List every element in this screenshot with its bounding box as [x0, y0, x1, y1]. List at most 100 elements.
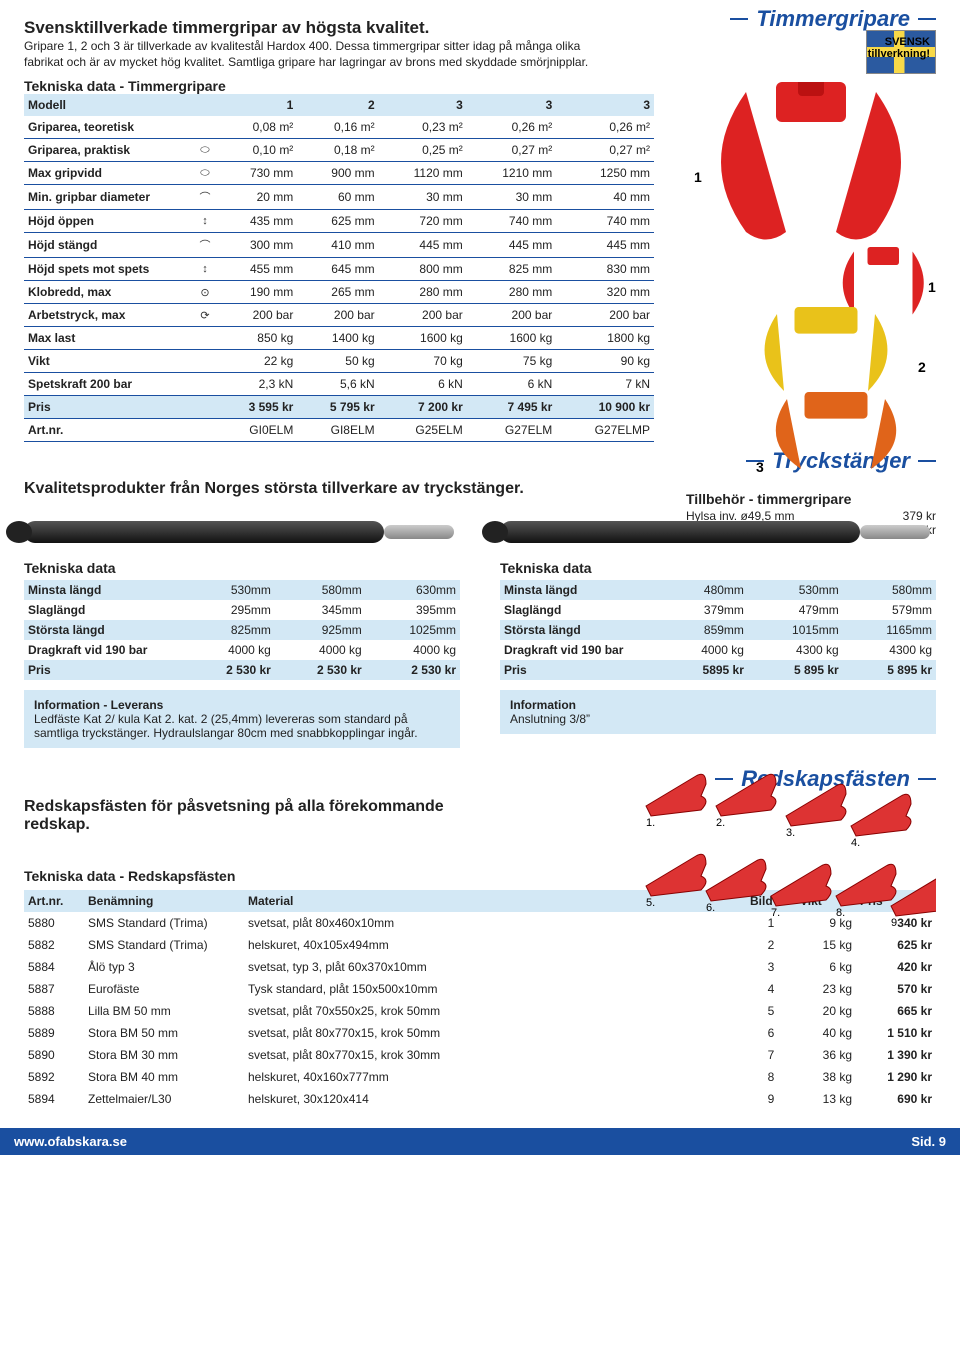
- ts-cell: 859mm: [660, 620, 748, 640]
- ts-row-label: Största längd: [24, 620, 184, 640]
- tg-cell: 5 795 kr: [297, 396, 378, 419]
- ts-cell: 825mm: [184, 620, 275, 640]
- page-footer: www.ofabskara.se Sid. 9: [0, 1128, 960, 1155]
- rf-cell: 5890: [24, 1044, 84, 1066]
- tg-row-label: Griparea, teoretisk: [24, 116, 194, 139]
- tg-row: Max last850 kg1400 kg1600 kg1600 kg1800 …: [24, 327, 654, 350]
- tg-cell: 7 495 kr: [467, 396, 557, 419]
- timmergripare-table: Modell 12333 Griparea, teoretisk0,08 m²0…: [24, 94, 654, 442]
- rf-cell: 5889: [24, 1022, 84, 1044]
- tg-row-icon: [194, 419, 216, 442]
- ts-row: Dragkraft vid 190 bar4000 kg4000 kg4000 …: [24, 640, 460, 660]
- svg-text:1: 1: [694, 169, 702, 185]
- tg-cell: 320 mm: [556, 281, 654, 304]
- tg-cell: 6 kN: [467, 373, 557, 396]
- tg-row-icon: [194, 327, 216, 350]
- tg-cell: 0,27 m²: [556, 139, 654, 162]
- tg-cell: 0,25 m²: [379, 139, 467, 162]
- rf-cell: 9: [746, 1088, 796, 1110]
- svg-text:8.: 8.: [836, 907, 845, 919]
- rf-cell: 20 kg: [796, 1000, 856, 1022]
- rf-cell: 5892: [24, 1066, 84, 1088]
- tg-cell: G27ELMP: [556, 419, 654, 442]
- rf-cell: 5887: [24, 978, 84, 1000]
- rf-cell: 4: [746, 978, 796, 1000]
- ts-cell: 4000 kg: [366, 640, 460, 660]
- svg-text:1.: 1.: [646, 817, 655, 829]
- ts-row: Största längd859mm1015mm1165mm: [500, 620, 936, 640]
- rf-illustration: 1.2.3.4.5.6.7.8.9.: [636, 756, 936, 926]
- ts-row: Dragkraft vid 190 bar4000 kg4300 kg4300 …: [500, 640, 936, 660]
- rf-cell: 1 290 kr: [856, 1066, 936, 1088]
- tg-cell: 190 mm: [216, 281, 297, 304]
- svg-text:5.: 5.: [646, 897, 655, 909]
- rf-cell: Lilla BM 50 mm: [84, 1000, 244, 1022]
- model-col: 3: [467, 94, 557, 116]
- ts-cell: 345mm: [275, 600, 366, 620]
- ts-cell: 4000 kg: [275, 640, 366, 660]
- ts-cell: 579mm: [843, 600, 936, 620]
- rf-cell: 690 kr: [856, 1088, 936, 1110]
- tg-row-icon: ⊙: [194, 281, 216, 304]
- svg-text:3: 3: [756, 459, 764, 475]
- tg-row-label: Arbetstryck, max: [24, 304, 194, 327]
- tg-cell: 445 mm: [379, 233, 467, 258]
- ts-cell: 925mm: [275, 620, 366, 640]
- rf-cell: 23 kg: [796, 978, 856, 1000]
- rf-cell: helskuret, 30x120x414: [244, 1088, 746, 1110]
- tg-cell: 0,10 m²: [216, 139, 297, 162]
- ts-left-infobox: Information - Leverans Ledfäste Kat 2/ k…: [24, 690, 460, 748]
- tg-row-label: Art.nr.: [24, 419, 194, 442]
- rf-cell: 625 kr: [856, 934, 936, 956]
- ts-row-label: Slaglängd: [500, 600, 660, 620]
- model-col: 3: [556, 94, 654, 116]
- svg-text:4.: 4.: [851, 837, 860, 849]
- tg-cell: 2,3 kN: [216, 373, 297, 396]
- ts-cell: 480mm: [660, 580, 748, 600]
- ts-left-table: Minsta längd530mm580mm630mmSlaglängd295m…: [24, 580, 460, 680]
- ts-row: Största längd825mm925mm1025mm: [24, 620, 460, 640]
- ts-cell: 4300 kg: [748, 640, 843, 660]
- tg-cell: 1210 mm: [467, 162, 557, 185]
- svg-text:2.: 2.: [716, 817, 725, 829]
- ts-row: Minsta längd530mm580mm630mm: [24, 580, 460, 600]
- tg-cell: 825 mm: [467, 258, 557, 281]
- tg-row-label: Max last: [24, 327, 194, 350]
- ts-left-info-text: Ledfäste Kat 2/ kula Kat 2. kat. 2 (25,4…: [34, 712, 450, 740]
- tg-cell: 10 900 kr: [556, 396, 654, 419]
- tg-row: Pris3 595 kr5 795 kr7 200 kr7 495 kr10 9…: [24, 396, 654, 419]
- rf-cell: 665 kr: [856, 1000, 936, 1022]
- tg-cell: 75 kg: [467, 350, 557, 373]
- footer-url: www.ofabskara.se: [14, 1134, 127, 1149]
- rf-row: 5894Zettelmaier/L30helskuret, 30x120x414…: [24, 1088, 936, 1110]
- rf-cell: helskuret, 40x160x777mm: [244, 1066, 746, 1088]
- tg-row-icon: ⟳: [194, 304, 216, 327]
- tg-cell: 1400 kg: [297, 327, 378, 350]
- rf-cell: SMS Standard (Trima): [84, 934, 244, 956]
- tg-cell: 30 mm: [379, 185, 467, 210]
- tg-cell: 20 mm: [216, 185, 297, 210]
- tg-cell: GI0ELM: [216, 419, 297, 442]
- flag-label-2: tillverkning!: [868, 48, 930, 60]
- cylinder-illustration-right: [500, 521, 860, 543]
- rf-row: 5892Stora BM 40 mmhelskuret, 40x160x777m…: [24, 1066, 936, 1088]
- tg-cell: 830 mm: [556, 258, 654, 281]
- tg-row: Klobredd, max⊙190 mm265 mm280 mm280 mm32…: [24, 281, 654, 304]
- tg-row: Griparea, teoretisk0,08 m²0,16 m²0,23 m²…: [24, 116, 654, 139]
- rf-row: 5882SMS Standard (Trima)helskuret, 40x10…: [24, 934, 936, 956]
- ts-cell: 1025mm: [366, 620, 460, 640]
- rf-cell: 36 kg: [796, 1044, 856, 1066]
- tg-cell: 7 kN: [556, 373, 654, 396]
- tg-cell: 280 mm: [467, 281, 557, 304]
- rf-cell: 13 kg: [796, 1088, 856, 1110]
- tg-cell: 40 mm: [556, 185, 654, 210]
- tg-cell: 265 mm: [297, 281, 378, 304]
- tillbehor-price: 379 kr: [903, 509, 936, 523]
- ts-cell: 395mm: [366, 600, 460, 620]
- ts-cell: 580mm: [275, 580, 366, 600]
- tg-cell: G25ELM: [379, 419, 467, 442]
- tg-cell: 0,26 m²: [556, 116, 654, 139]
- flag-label-1: SVENSK: [885, 36, 930, 48]
- section-title-bar-timmergripare: Timmergripare: [730, 6, 936, 32]
- ts-row-label: Största längd: [500, 620, 660, 640]
